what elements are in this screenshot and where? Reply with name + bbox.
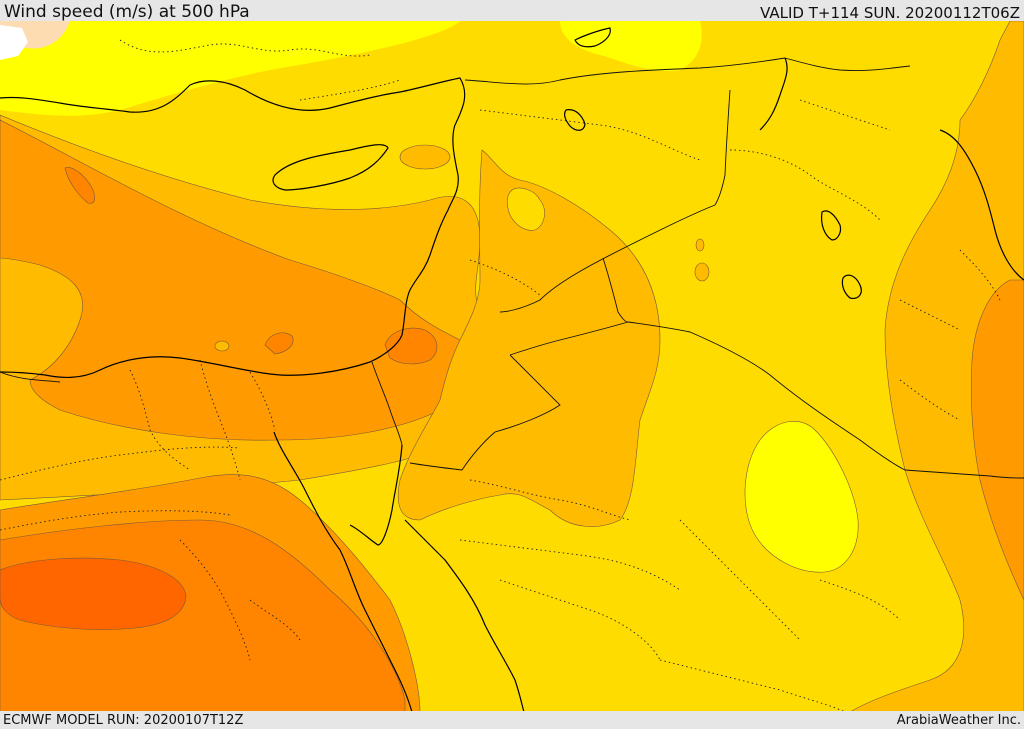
valid-time-label: VALID T+114 SUN. 20200112T06Z [760, 4, 1020, 22]
weather-map[interactable] [0, 21, 1024, 712]
map-title: Wind speed (m/s) at 500 hPa [4, 2, 250, 22]
higher-wind-patch-levant [384, 327, 438, 365]
highest-wind-core [0, 557, 187, 630]
high-wind-zone-west [0, 119, 471, 441]
country-borders [0, 57, 1024, 479]
low-wind-zone-north [0, 21, 460, 116]
calm-zone [0, 25, 28, 60]
low-wind-zone-northeast [560, 21, 702, 72]
header-bar: Wind speed (m/s) at 500 hPa VALID T+114 … [0, 0, 1024, 22]
model-run-label: ECMWF MODEL RUN: 20200107T12Z [3, 713, 244, 728]
higher-wind-patch-small [264, 332, 294, 355]
moderate-wind-zone-east [849, 21, 1024, 712]
coastlines [0, 27, 1024, 712]
high-wind-zone-east [970, 279, 1024, 601]
footer-bar: ECMWF MODEL RUN: 20200107T12Z ArabiaWeat… [0, 711, 1024, 729]
medium-wind-bubble [506, 187, 545, 231]
low-wind-zone-arabia [744, 421, 859, 573]
higher-wind-patch-tiny [64, 167, 96, 204]
moderate-wind-zone-arabia [397, 149, 661, 527]
credit-label: ArabiaWeather Inc. [896, 713, 1021, 728]
small-lakes [214, 144, 710, 352]
admin-borders [0, 39, 1001, 712]
